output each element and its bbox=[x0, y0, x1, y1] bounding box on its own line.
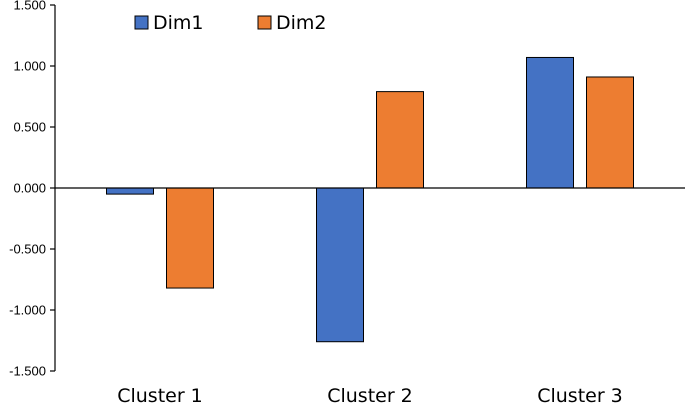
legend: Dim1 Dim2 bbox=[134, 12, 327, 34]
legend-label-dim2: Dim2 bbox=[276, 12, 327, 34]
y-tick-label: 0.000 bbox=[13, 181, 46, 196]
y-tick-label: -0.500 bbox=[9, 242, 46, 257]
x-axis-labels: Cluster 1 Cluster 2 Cluster 3 bbox=[117, 385, 623, 407]
bar-dim2-cluster-3 bbox=[586, 76, 634, 189]
y-tick-label: -1.500 bbox=[9, 364, 46, 379]
x-category-label: Cluster 2 bbox=[327, 385, 413, 407]
bar-dim2-cluster-2 bbox=[376, 91, 424, 189]
y-tick-label: -1.000 bbox=[9, 303, 46, 318]
bar-dim1-cluster-2 bbox=[316, 187, 364, 343]
bars bbox=[106, 56, 634, 343]
y-tick-label: 1.500 bbox=[13, 0, 46, 13]
y-tick-label: 0.500 bbox=[13, 120, 46, 135]
legend-swatch-dim2 bbox=[257, 15, 272, 30]
y-tick-label: 1.000 bbox=[13, 59, 46, 74]
y-axis: 1.500 1.000 0.500 0.000 -0.500 -1.000 -1.500 bbox=[9, 0, 56, 379]
bar-dim1-cluster-3 bbox=[526, 56, 574, 189]
legend-label-dim1: Dim1 bbox=[153, 12, 204, 34]
bar-dim1-cluster-1 bbox=[106, 187, 154, 195]
x-category-label: Cluster 3 bbox=[537, 385, 623, 407]
x-category-label: Cluster 1 bbox=[117, 385, 203, 407]
bar-dim2-cluster-1 bbox=[166, 187, 214, 289]
legend-swatch-dim1 bbox=[134, 15, 149, 30]
